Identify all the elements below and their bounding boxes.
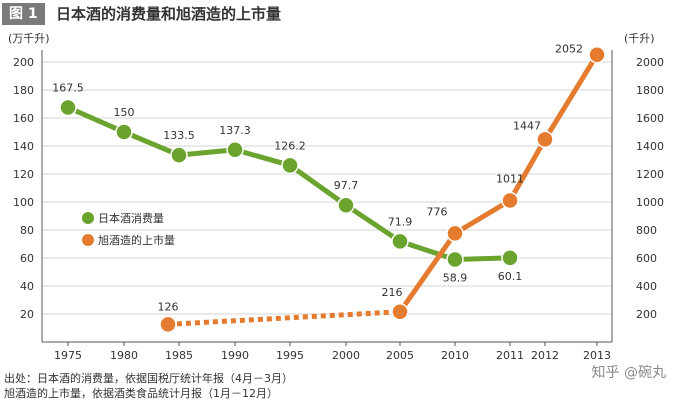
x-tick-label: 2013 bbox=[583, 349, 611, 362]
left-tick-label: 80 bbox=[20, 224, 34, 237]
source-note-consumption: 出处：日本酒的消费量，依据国税厅统计年报（4月－3月） bbox=[4, 372, 293, 385]
data-label-shipments: 1011 bbox=[496, 172, 524, 185]
figure-title: 日本酒的消费量和旭酒造的上市量 bbox=[56, 5, 282, 23]
data-label-shipments: 216 bbox=[382, 286, 403, 299]
right-axis-unit: (千升) bbox=[624, 32, 655, 45]
source-note-shipments: 旭酒造的上市量，依据酒类食品统计月报（1月－12月） bbox=[4, 387, 278, 400]
left-tick-label: 60 bbox=[20, 252, 34, 265]
data-label-shipments: 1447 bbox=[513, 119, 541, 132]
right-tick-label: 400 bbox=[636, 280, 657, 293]
data-point-consumption bbox=[115, 123, 133, 141]
left-tick-label: 120 bbox=[13, 168, 34, 181]
data-point-shipments bbox=[446, 224, 464, 243]
x-tick-label: 1995 bbox=[276, 349, 304, 362]
data-point-shipments bbox=[588, 45, 606, 64]
series-line-shipments-dashed bbox=[167, 309, 401, 327]
right-tick-label: 1800 bbox=[636, 84, 664, 97]
left-tick-label: 140 bbox=[13, 140, 34, 153]
data-point-shipments bbox=[501, 191, 519, 210]
data-point-consumption bbox=[59, 98, 77, 117]
data-point-consumption bbox=[501, 249, 519, 267]
left-tick-label: 160 bbox=[13, 112, 34, 125]
data-point-consumption bbox=[391, 232, 409, 251]
right-tick-label: 2000 bbox=[636, 56, 664, 69]
data-label-shipments: 126 bbox=[158, 300, 179, 313]
data-point-consumption bbox=[446, 250, 464, 269]
data-label-consumption: 137.3 bbox=[219, 124, 251, 137]
right-tick-label: 1600 bbox=[636, 112, 664, 125]
data-label-consumption: 60.1 bbox=[498, 270, 523, 283]
x-tick-label: 1985 bbox=[165, 349, 193, 362]
data-label-consumption: 126.2 bbox=[274, 139, 306, 152]
left-tick-label: 180 bbox=[13, 84, 34, 97]
legend-marker-consumption bbox=[82, 212, 94, 224]
legend-marker-shipments bbox=[82, 234, 94, 246]
data-label-consumption: 167.5 bbox=[52, 82, 84, 95]
left-tick-label: 40 bbox=[20, 280, 34, 293]
left-tick-label: 200 bbox=[13, 56, 34, 69]
left-tick-label: 20 bbox=[20, 308, 34, 321]
data-point-consumption bbox=[337, 196, 355, 214]
data-label-shipments: 776 bbox=[427, 205, 448, 218]
data-point-consumption bbox=[170, 146, 188, 164]
left-axis-unit: (万千升) bbox=[8, 32, 50, 45]
x-tick-label: 1975 bbox=[54, 349, 82, 362]
right-tick-label: 1200 bbox=[636, 168, 664, 181]
data-label-consumption: 97.7 bbox=[334, 179, 359, 192]
data-label-consumption: 71.9 bbox=[388, 215, 413, 228]
right-tick-label: 600 bbox=[636, 252, 657, 265]
right-tick-label: 200 bbox=[636, 308, 657, 321]
data-point-shipments bbox=[391, 303, 409, 321]
x-tick-label: 2010 bbox=[441, 349, 469, 362]
data-label-shipments: 2052 bbox=[555, 43, 583, 56]
legend-label-shipments: 旭酒造的上市量 bbox=[98, 233, 175, 247]
figure-badge: 图 1 bbox=[2, 3, 45, 25]
data-point-shipments bbox=[159, 315, 177, 334]
x-tick-label: 2012 bbox=[531, 349, 559, 362]
right-tick-label: 1000 bbox=[636, 196, 664, 209]
legend-label-consumption: 日本酒消费量 bbox=[98, 211, 164, 225]
data-label-consumption: 150 bbox=[114, 106, 135, 119]
data-label-consumption: 133.5 bbox=[163, 129, 195, 142]
data-point-consumption bbox=[226, 141, 244, 159]
x-tick-label: 1990 bbox=[221, 349, 249, 362]
x-tick-label: 2000 bbox=[332, 349, 360, 362]
x-tick-label: 1980 bbox=[110, 349, 138, 362]
left-tick-label: 100 bbox=[13, 196, 34, 209]
data-point-consumption bbox=[281, 156, 299, 175]
x-tick-label: 2005 bbox=[386, 349, 414, 362]
x-tick-label: 2011 bbox=[496, 349, 524, 362]
right-tick-label: 1400 bbox=[636, 140, 664, 153]
watermark: 知乎 @碗丸 bbox=[591, 365, 666, 381]
data-point-shipments bbox=[536, 130, 554, 149]
data-label-consumption: 58.9 bbox=[443, 272, 468, 285]
right-tick-label: 800 bbox=[636, 224, 657, 237]
